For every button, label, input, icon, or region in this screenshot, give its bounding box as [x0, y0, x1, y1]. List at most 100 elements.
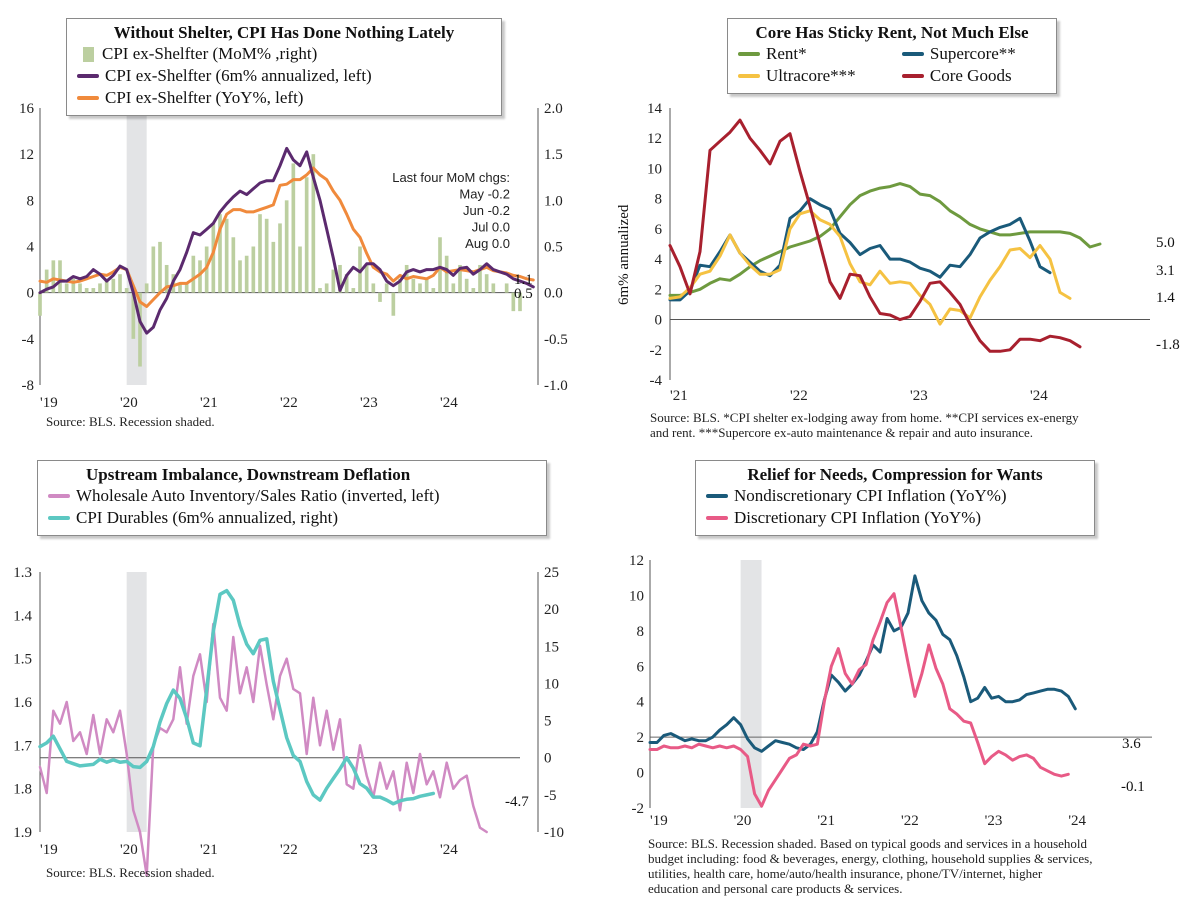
bar: [264, 218, 269, 293]
y-tick-label-left: 4: [27, 240, 35, 256]
bar: [471, 288, 476, 293]
legend-label: CPI ex-Shelfter (YoY%, left): [105, 88, 304, 107]
chart-legend: Upstream Imbalance, Downstream Deflation…: [37, 460, 547, 536]
end-label-nondiscretionary: 3.6: [1122, 736, 1141, 752]
y-tick-label-right: -1.0: [544, 378, 568, 394]
legend-label: Supercore**: [929, 44, 1016, 63]
y-tick-label-left: 14: [647, 101, 663, 117]
legend-item-mom: CPI ex-Shelfter (MoM% ,right): [77, 43, 491, 65]
bar: [298, 246, 302, 293]
x-tick-label: '23: [910, 388, 928, 404]
y-tick-label-right: -0.5: [544, 332, 568, 348]
y-tick-label-right: 25: [544, 565, 559, 581]
bar: [198, 260, 202, 293]
end-label-durables: -4.7: [505, 794, 529, 810]
annotation-line: Jun -0.2: [463, 203, 510, 218]
x-tick-label: '22: [280, 842, 298, 858]
bar: [411, 278, 416, 293]
source-note: Source: BLS. *CPI shelter ex-lodging awa…: [650, 410, 1079, 440]
x-tick-label: '23: [360, 395, 378, 411]
y-tick-label-left: -8: [22, 378, 35, 394]
chart-panel-needs-wants: 12 10 8 6 4 2 0 -2 '19 '20 '21 '22 '23 '24 3.6 -0.1 Rel…: [600, 455, 1200, 919]
annotation-line: Last four MoM chgs:: [392, 170, 510, 185]
x-tick-label: '19: [40, 842, 58, 858]
bar: [164, 264, 169, 293]
bar: [344, 274, 349, 293]
bar: [504, 283, 509, 293]
bar: [438, 237, 442, 293]
legend-swatch: [77, 96, 99, 100]
y-tick-label-left: 0: [655, 313, 663, 329]
bar: [364, 264, 369, 293]
source-note: Source: BLS. Recession shaded. Based on …: [648, 836, 1092, 896]
y-tick-label-left: 1.3: [13, 565, 32, 581]
bar: [384, 283, 389, 293]
y-tick-label-right: 2.0: [544, 101, 563, 117]
chart-panel-auto-durables: 1.3 1.4 1.5 1.6 1.7 1.8 1.9 25 20 15 10 5 0 -5 -10 '19 '…: [0, 455, 600, 919]
chart-legend: Relief for Needs, Compression for Wants …: [695, 460, 1095, 536]
bar: [231, 237, 236, 293]
legend-swatch: [77, 74, 99, 78]
legend-swatch: [48, 516, 70, 520]
bar: [484, 274, 489, 293]
y-axis-label: 6m% annualized: [616, 204, 632, 305]
bar: [158, 241, 162, 293]
y-tick-label-left: 1.9: [13, 825, 32, 841]
series-line-ultracore: [668, 209, 1072, 326]
bar: [224, 218, 229, 293]
legend-item-6m: CPI ex-Shelfter (6m% annualized, left): [77, 65, 491, 87]
x-tick-label: '24: [1030, 388, 1048, 404]
chart-panel-core-rent: 14 12 10 8 6 4 2 0 -2 -4 '21 '22 '23 '24 5.0 3.1 1.4 -1.8…: [600, 0, 1200, 455]
legend-swatch: [48, 494, 70, 498]
series-line-core-goods: [668, 118, 1082, 353]
bar: [191, 255, 196, 293]
chart-panel-cpi-ex-shelter: 16 12 8 4 0 -4 -8 2.0 1.5 1.0 0.5 0.0 -0.5 -1.0 '19 '20…: [0, 0, 600, 455]
chart-title: Relief for Needs, Compression for Wants: [747, 465, 1043, 484]
series-line-supercore: [668, 197, 1052, 302]
x-tick-label: '21: [670, 388, 688, 404]
source-line: Source: BLS. Recession shaded. Based on …: [648, 836, 1088, 851]
series-line-6m: [38, 146, 535, 335]
y-tick-label-right: 0: [544, 751, 552, 767]
end-label: 3.1: [1156, 263, 1175, 279]
bar: [51, 260, 56, 293]
legend-item-rent: Rent*: [738, 43, 886, 65]
annotation-line: May -0.2: [459, 187, 510, 202]
bar: [458, 264, 462, 293]
source-line: education and personal care products & s…: [648, 881, 903, 896]
legend-item-yoy: CPI ex-Shelfter (YoY%, left): [77, 87, 491, 109]
bar: [338, 264, 342, 293]
bar: [144, 283, 149, 293]
y-tick-label-right: 20: [544, 602, 559, 618]
x-tick-label: '22: [790, 388, 808, 404]
bar: [351, 288, 356, 293]
bar: [84, 288, 89, 293]
bar: [104, 278, 109, 293]
x-tick-label: '20: [120, 395, 138, 411]
y-tick-label-left: 8: [27, 193, 35, 209]
series-line-discretionary: [648, 592, 1070, 808]
legend-label: Wholesale Auto Inventory/Sales Ratio (in…: [76, 486, 440, 505]
bar: [58, 260, 62, 293]
y-tick-label-right: -10: [544, 825, 564, 841]
bar: [131, 292, 136, 339]
bar: [111, 278, 116, 293]
source-line: Source: BLS. *CPI shelter ex-lodging awa…: [650, 410, 1079, 425]
y-tick-label-left: 6: [637, 659, 645, 675]
bar: [391, 292, 396, 316]
y-tick-label-left: 16: [19, 101, 35, 117]
bar: [311, 154, 316, 293]
end-label-discretionary: -0.1: [1121, 779, 1145, 795]
bar: [318, 288, 322, 293]
end-label-yoy: 1.1: [514, 272, 533, 288]
x-tick-label: '24: [440, 395, 458, 411]
y-tick-label-right: 0.5: [544, 240, 563, 256]
bar: [124, 288, 129, 293]
legend-item-core-goods: Core Goods: [901, 65, 1046, 87]
x-tick-label: '21: [817, 813, 835, 829]
y-tick-label-left: -2: [632, 801, 645, 817]
bar: [431, 288, 436, 293]
bar: [284, 200, 289, 293]
bar: [251, 246, 256, 293]
y-tick-label-right: 15: [544, 639, 559, 655]
